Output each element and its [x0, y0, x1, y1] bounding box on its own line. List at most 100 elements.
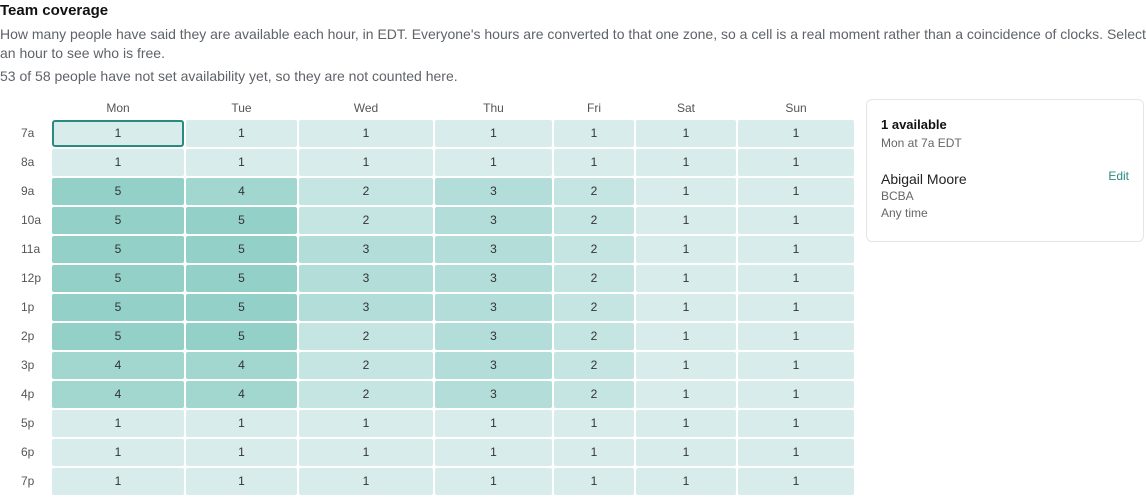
coverage-cell-tue-2p[interactable]: 5: [186, 323, 297, 350]
person-role: BCBA: [881, 189, 914, 203]
coverage-cell-thu-7a[interactable]: 1: [435, 120, 552, 147]
coverage-cell-tue-3p[interactable]: 4: [186, 352, 297, 379]
coverage-cell-wed-3p[interactable]: 2: [299, 352, 433, 379]
coverage-cell-wed-4p[interactable]: 2: [299, 381, 433, 408]
coverage-cell-fri-1p[interactable]: 2: [554, 294, 634, 321]
day-header-wed: Wed: [353, 101, 379, 115]
coverage-cell-tue-12p[interactable]: 5: [186, 265, 297, 292]
coverage-cell-thu-4p[interactable]: 3: [435, 381, 552, 408]
coverage-cell-tue-4p[interactable]: 4: [186, 381, 297, 408]
coverage-cell-wed-10a[interactable]: 2: [299, 207, 433, 234]
coverage-cell-mon-2p[interactable]: 5: [52, 323, 184, 350]
coverage-cell-wed-9a[interactable]: 2: [299, 178, 433, 205]
coverage-cell-wed-2p[interactable]: 2: [299, 323, 433, 350]
coverage-cell-sat-1p[interactable]: 1: [636, 294, 736, 321]
coverage-cell-fri-9a[interactable]: 2: [554, 178, 634, 205]
coverage-cell-wed-8a[interactable]: 1: [299, 149, 433, 176]
coverage-cell-sat-11a[interactable]: 1: [636, 236, 736, 263]
coverage-cell-thu-3p[interactable]: 3: [435, 352, 552, 379]
coverage-cell-thu-1p[interactable]: 3: [435, 294, 552, 321]
coverage-cell-mon-7a[interactable]: 1: [52, 120, 184, 147]
coverage-cell-thu-5p[interactable]: 1: [435, 410, 552, 437]
coverage-cell-tue-1p[interactable]: 5: [186, 294, 297, 321]
coverage-cell-sat-3p[interactable]: 1: [636, 352, 736, 379]
coverage-cell-sun-12p[interactable]: 1: [738, 265, 854, 292]
coverage-cell-fri-12p[interactable]: 2: [554, 265, 634, 292]
coverage-cell-tue-11a[interactable]: 5: [186, 236, 297, 263]
coverage-cell-wed-5p[interactable]: 1: [299, 410, 433, 437]
coverage-cell-wed-7a[interactable]: 1: [299, 120, 433, 147]
coverage-cell-wed-6p[interactable]: 1: [299, 439, 433, 466]
coverage-cell-tue-6p[interactable]: 1: [186, 439, 297, 466]
coverage-cell-sun-8a[interactable]: 1: [738, 149, 854, 176]
coverage-cell-sat-7a[interactable]: 1: [636, 120, 736, 147]
coverage-cell-sat-8a[interactable]: 1: [636, 149, 736, 176]
coverage-cell-fri-5p[interactable]: 1: [554, 410, 634, 437]
coverage-cell-mon-10a[interactable]: 5: [52, 207, 184, 234]
coverage-cell-sat-10a[interactable]: 1: [636, 207, 736, 234]
coverage-cell-mon-8a[interactable]: 1: [52, 149, 184, 176]
coverage-cell-sun-3p[interactable]: 1: [738, 352, 854, 379]
coverage-cell-wed-7p[interactable]: 1: [299, 468, 433, 495]
coverage-cell-thu-8a[interactable]: 1: [435, 149, 552, 176]
coverage-cell-mon-6p[interactable]: 1: [52, 439, 184, 466]
coverage-cell-sun-6p[interactable]: 1: [738, 439, 854, 466]
coverage-cell-fri-4p[interactable]: 2: [554, 381, 634, 408]
coverage-cell-mon-7p[interactable]: 1: [52, 468, 184, 495]
coverage-cell-tue-7a[interactable]: 1: [186, 120, 297, 147]
coverage-cell-wed-1p[interactable]: 3: [299, 294, 433, 321]
hour-label-8a: 8a: [21, 155, 35, 169]
coverage-cell-tue-7p[interactable]: 1: [186, 468, 297, 495]
coverage-cell-thu-12p[interactable]: 3: [435, 265, 552, 292]
coverage-cell-sat-7p[interactable]: 1: [636, 468, 736, 495]
coverage-cell-sat-6p[interactable]: 1: [636, 439, 736, 466]
coverage-cell-mon-11a[interactable]: 5: [52, 236, 184, 263]
coverage-cell-fri-8a[interactable]: 1: [554, 149, 634, 176]
coverage-cell-sat-4p[interactable]: 1: [636, 381, 736, 408]
coverage-cell-sun-1p[interactable]: 1: [738, 294, 854, 321]
coverage-cell-fri-7p[interactable]: 1: [554, 468, 634, 495]
coverage-cell-fri-11a[interactable]: 2: [554, 236, 634, 263]
coverage-cell-tue-8a[interactable]: 1: [186, 149, 297, 176]
coverage-cell-thu-10a[interactable]: 3: [435, 207, 552, 234]
coverage-cell-mon-12p[interactable]: 5: [52, 265, 184, 292]
coverage-cell-sun-4p[interactable]: 1: [738, 381, 854, 408]
coverage-cell-mon-3p[interactable]: 4: [52, 352, 184, 379]
coverage-cell-wed-11a[interactable]: 3: [299, 236, 433, 263]
coverage-cell-thu-6p[interactable]: 1: [435, 439, 552, 466]
coverage-cell-sun-7a[interactable]: 1: [738, 120, 854, 147]
coverage-cell-thu-9a[interactable]: 3: [435, 178, 552, 205]
coverage-cell-fri-7a[interactable]: 1: [554, 120, 634, 147]
coverage-cell-sun-7p[interactable]: 1: [738, 468, 854, 495]
coverage-cell-sun-5p[interactable]: 1: [738, 410, 854, 437]
coverage-cell-fri-2p[interactable]: 2: [554, 323, 634, 350]
coverage-cell-thu-11a[interactable]: 3: [435, 236, 552, 263]
coverage-cell-mon-4p[interactable]: 4: [52, 381, 184, 408]
page-description: How many people have said they are avail…: [0, 26, 1146, 61]
coverage-cell-thu-2p[interactable]: 3: [435, 323, 552, 350]
day-header-tue: Tue: [231, 101, 252, 115]
coverage-cell-sun-9a[interactable]: 1: [738, 178, 854, 205]
coverage-cell-sat-9a[interactable]: 1: [636, 178, 736, 205]
coverage-cell-sat-12p[interactable]: 1: [636, 265, 736, 292]
coverage-cell-thu-7p[interactable]: 1: [435, 468, 552, 495]
coverage-cell-sun-11a[interactable]: 1: [738, 236, 854, 263]
coverage-cell-tue-5p[interactable]: 1: [186, 410, 297, 437]
coverage-cell-fri-10a[interactable]: 2: [554, 207, 634, 234]
coverage-cell-sat-5p[interactable]: 1: [636, 410, 736, 437]
coverage-cell-mon-1p[interactable]: 5: [52, 294, 184, 321]
hour-label-12p: 12p: [21, 271, 42, 285]
coverage-cell-tue-9a[interactable]: 4: [186, 178, 297, 205]
coverage-cell-tue-10a[interactable]: 5: [186, 207, 297, 234]
coverage-cell-mon-5p[interactable]: 1: [52, 410, 184, 437]
coverage-cell-sat-2p[interactable]: 1: [636, 323, 736, 350]
coverage-cell-sun-2p[interactable]: 1: [738, 323, 854, 350]
coverage-cell-fri-6p[interactable]: 1: [554, 439, 634, 466]
coverage-cell-wed-12p[interactable]: 3: [299, 265, 433, 292]
coverage-cell-sun-10a[interactable]: 1: [738, 207, 854, 234]
coverage-cell-fri-3p[interactable]: 2: [554, 352, 634, 379]
hour-label-3p: 3p: [21, 358, 35, 372]
edit-link[interactable]: Edit: [1108, 169, 1129, 183]
coverage-cell-mon-9a[interactable]: 5: [52, 178, 184, 205]
